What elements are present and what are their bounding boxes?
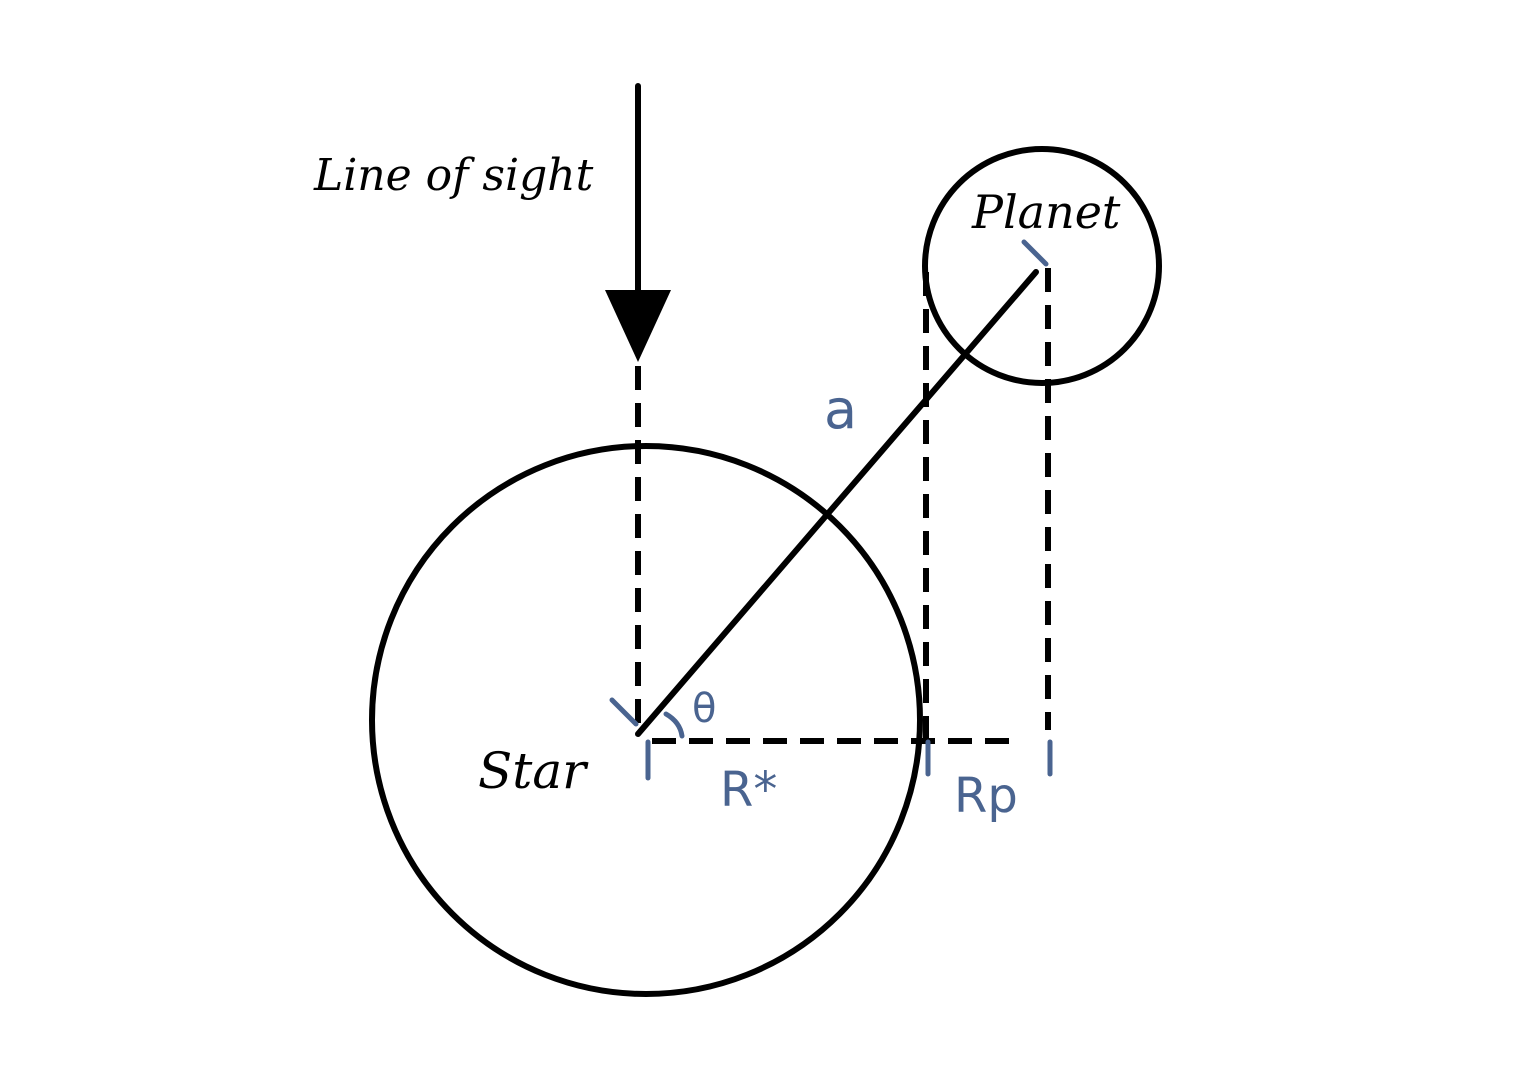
- star-radius-label: R*: [720, 762, 777, 818]
- orbital-separation-label: a: [824, 378, 857, 441]
- line-of-sight-label: Line of sight: [313, 150, 594, 201]
- line-of-sight-arrowhead: [605, 290, 671, 362]
- planet-radius-label: Rp: [954, 768, 1018, 824]
- star-label: Star: [478, 742, 589, 800]
- planet-circle: [922, 146, 1162, 386]
- orbital-radius-line: [635, 269, 1039, 737]
- planet-center-tick: [1021, 239, 1049, 267]
- planet-label: Planet: [971, 185, 1121, 239]
- star-circle: [369, 443, 923, 997]
- theta-label: θ: [692, 686, 716, 732]
- star-center-tick: [609, 697, 639, 727]
- theta-arc: [663, 711, 685, 739]
